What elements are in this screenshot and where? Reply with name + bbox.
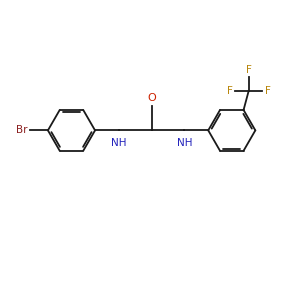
Text: Br: Br — [16, 125, 28, 135]
Text: NH: NH — [111, 138, 127, 148]
Text: F: F — [246, 65, 252, 75]
Text: F: F — [227, 86, 233, 96]
Text: F: F — [265, 86, 271, 96]
Text: O: O — [147, 93, 156, 103]
Text: NH: NH — [177, 138, 192, 148]
